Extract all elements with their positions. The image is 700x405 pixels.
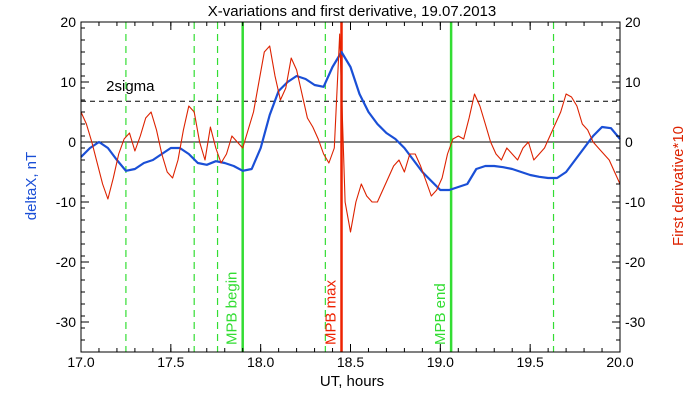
y-tick-label-right: -10: [625, 194, 645, 210]
derivative-series-line: [80, 33, 621, 233]
mpb-max-label: MPB max: [323, 279, 340, 345]
y-tick-label-left: -20: [56, 254, 76, 270]
left-axis-label: deltaX, nT: [23, 152, 40, 220]
x-tick-label: 17.0: [67, 354, 94, 370]
y-tick-label-left: 0: [68, 134, 76, 150]
x-tick-label: 19.0: [427, 354, 454, 370]
x-tick-label: 19.5: [517, 354, 544, 370]
mpb-end-label: MPB end: [432, 283, 449, 345]
x-tick-label: 18.5: [337, 354, 364, 370]
x-tick-label: 17.5: [157, 354, 184, 370]
x-tick-label: 20.0: [606, 354, 633, 370]
chart-title: X-variations and first derivative, 19.07…: [208, 3, 497, 20]
x-axis-label: UT, hours: [320, 373, 384, 390]
y-tick-label-right: 10: [625, 74, 641, 90]
mpb-begin-label: MPB begin: [224, 272, 241, 345]
right-axis-label: First derivative*10: [670, 126, 687, 246]
y-tick-label-left: 10: [60, 74, 76, 90]
plot-frame: [80, 21, 621, 353]
deltax-series-line: [80, 50, 621, 192]
x-tick-label: 18.0: [247, 354, 274, 370]
y-tick-label-right: 20: [625, 14, 641, 30]
y-tick-label-left: -10: [56, 194, 76, 210]
y-tick-label-right: -20: [625, 254, 645, 270]
y-tick-label-left: -30: [56, 314, 76, 330]
y-tick-label-left: 20: [60, 14, 76, 30]
plot-area: 2sigma MPB begin MPB max MPB end 17.0 17.5 18.…: [56, 14, 646, 370]
y-tick-label-right: 0: [625, 134, 633, 150]
y-tick-label-right: -30: [625, 314, 645, 330]
two-sigma-label: 2sigma: [106, 78, 155, 95]
